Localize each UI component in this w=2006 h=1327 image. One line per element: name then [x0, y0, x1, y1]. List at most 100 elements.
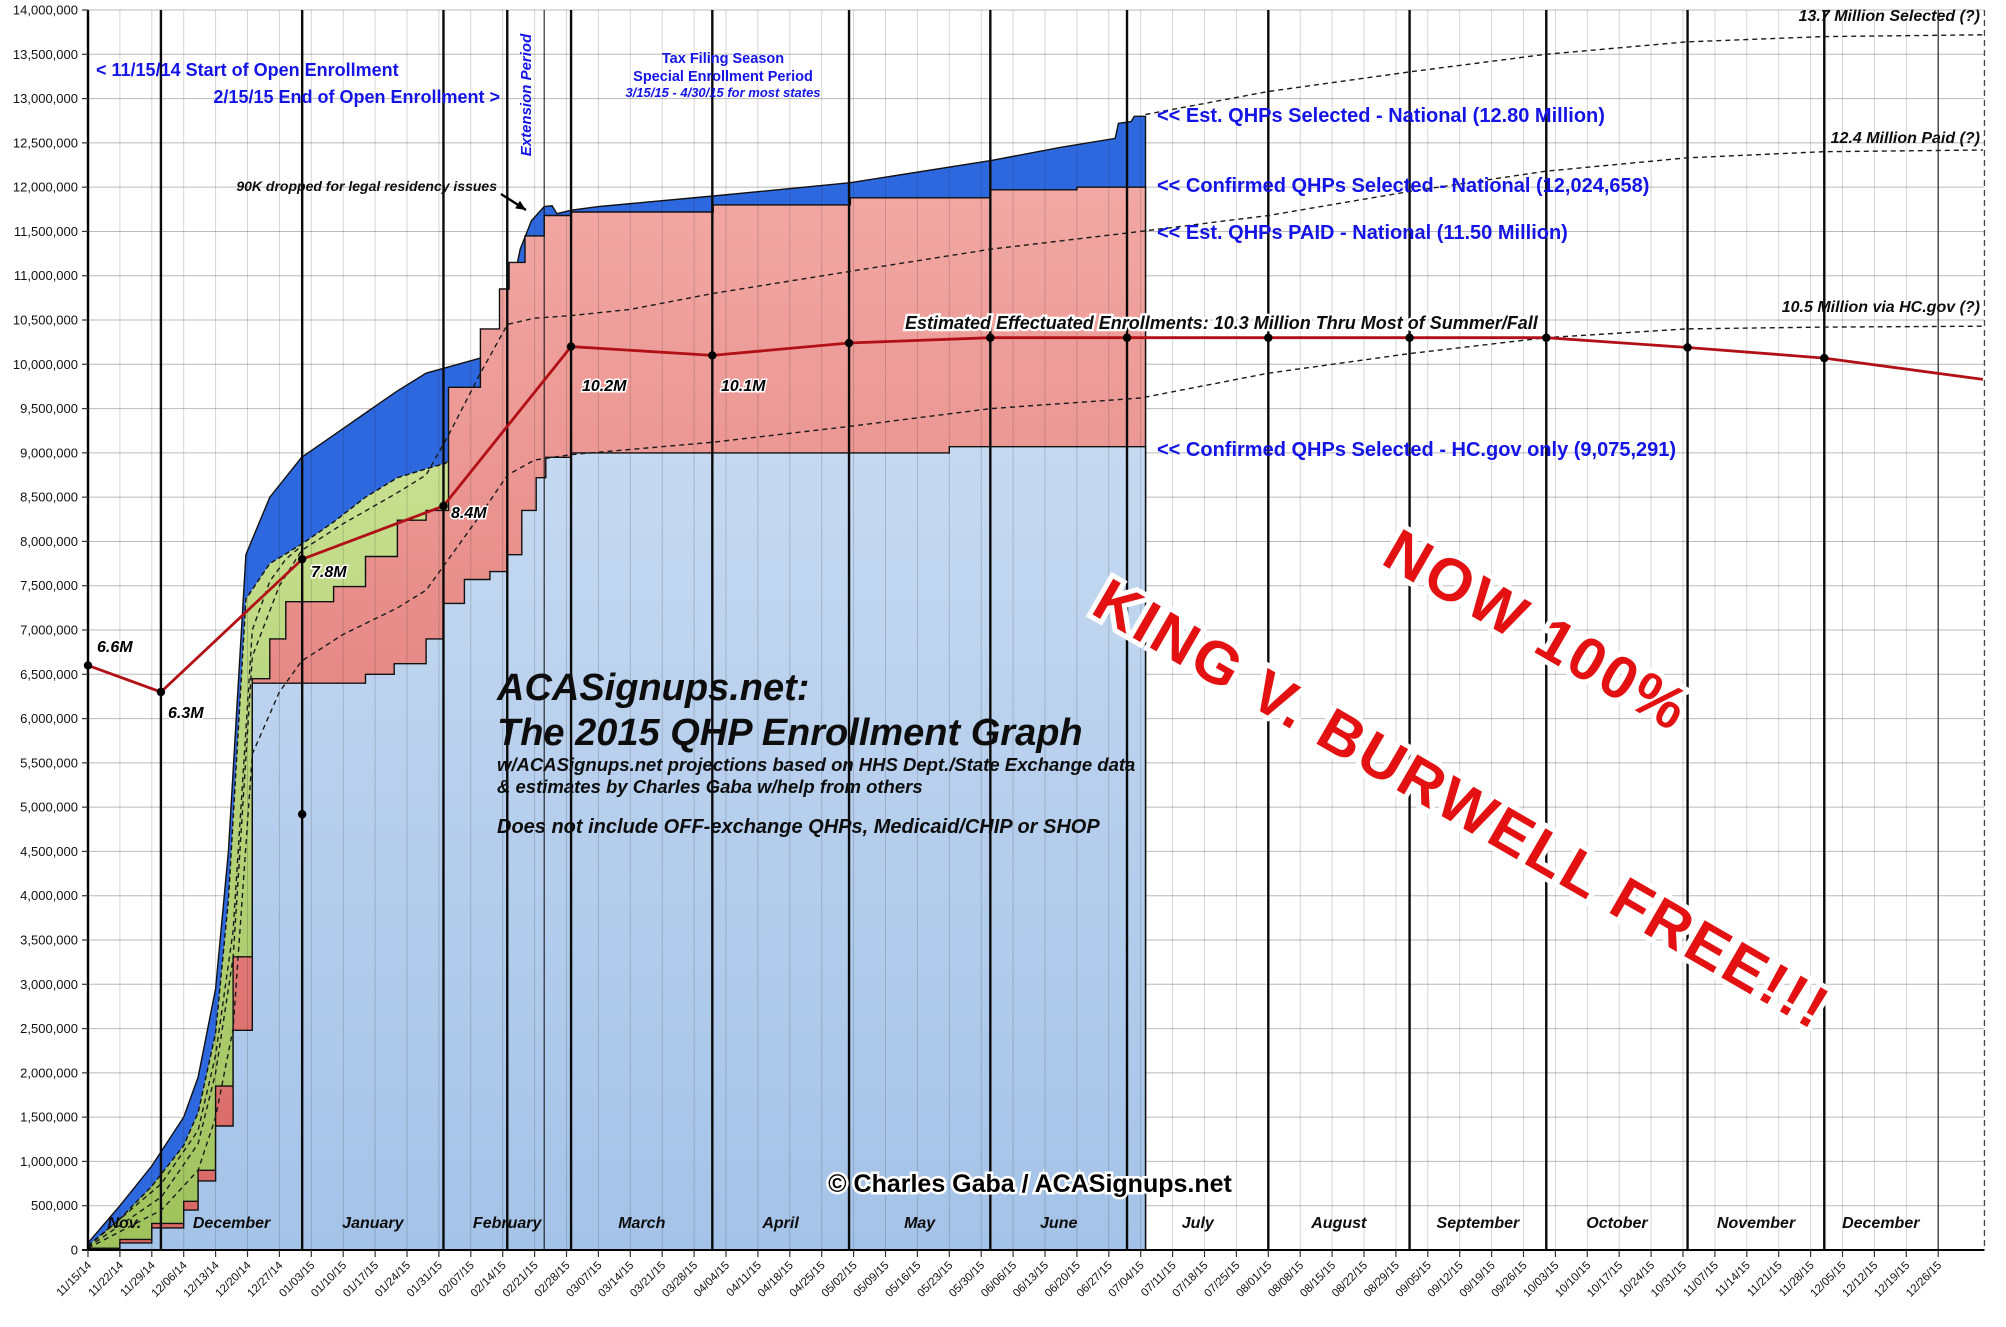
extension-period: Extension Period	[518, 33, 535, 156]
early_estimate	[87, 545, 303, 1248]
data-point-marker	[1122, 333, 1132, 342]
svg-text:8,000,000: 8,000,000	[20, 534, 78, 549]
svg-text:5,500,000: 5,500,000	[20, 755, 78, 770]
svg-text:8,500,000: 8,500,000	[20, 490, 78, 505]
svg-text:0: 0	[71, 1243, 78, 1258]
svg-text:4,000,000: 4,000,000	[20, 888, 78, 903]
svg-text:March: March	[618, 1215, 665, 1232]
svg-text:13,000,000: 13,000,000	[13, 91, 78, 106]
annotations: < 11/15/14 Start of Open Enrollment 2/15/…	[96, 8, 1980, 461]
title-block: ACASignups.net: The 2015 QHP Enrollment …	[496, 667, 1135, 838]
svg-text:December: December	[1842, 1215, 1920, 1232]
label-est-selected: << Est. QHPs Selected - National (12.80 …	[1157, 105, 1605, 127]
svg-text:December: December	[193, 1215, 271, 1232]
svg-text:July: July	[1182, 1215, 1215, 1232]
svg-text:500,000: 500,000	[31, 1198, 78, 1213]
svg-text:10.2M: 10.2M	[582, 378, 627, 395]
svg-text:9,500,000: 9,500,000	[20, 401, 78, 416]
chart-subtitle-line2: & estimates by Charles Gaba w/help from …	[497, 776, 923, 797]
series-confirmed-hcgov	[88, 446, 1147, 1251]
svg-text:4,500,000: 4,500,000	[20, 844, 78, 859]
svg-text:6.3M: 6.3M	[168, 705, 204, 722]
svg-text:6.6M: 6.6M	[97, 639, 133, 656]
tax-season-3: 3/15/15 - 4/30/15 for most states	[625, 85, 820, 100]
label-confirmed-hcgov: << Confirmed QHPs Selected - HC.gov only…	[1157, 439, 1676, 461]
dashed-projection-lines	[87, 34, 1983, 1249]
label-effectuated: Estimated Effectuated Enrollments: 10.3 …	[905, 313, 1539, 333]
label-confirmed-national: << Confirmed QHPs Selected - National (1…	[1157, 175, 1649, 197]
svg-text:11,000,000: 11,000,000	[14, 268, 78, 283]
data-point-marker	[439, 501, 448, 511]
svg-text:9,000,000: 9,000,000	[20, 445, 78, 460]
svg-text:1,000,000: 1,000,000	[20, 1154, 78, 1169]
tax-season-1: Tax Filing Season	[662, 51, 784, 67]
data-point-marker	[708, 351, 717, 360]
svg-text:June: June	[1040, 1215, 1077, 1232]
plot-frame	[82, 9, 1986, 1257]
svg-text:5,000,000: 5,000,000	[20, 800, 78, 815]
svg-text:10.1M: 10.1M	[721, 378, 766, 395]
data-point-marker	[156, 687, 166, 697]
svg-text:13,500,000: 13,500,000	[13, 47, 78, 62]
svg-text:August: August	[1310, 1215, 1367, 1232]
data-point-labels: 6.6M 6.3M 7.8M 8.4M 10.2M 10.1M	[96, 377, 768, 724]
data-point-marker	[1683, 343, 1692, 352]
data-point-marker	[1542, 333, 1551, 342]
effectuated-enrollment-line	[83, 333, 1984, 819]
svg-text:7,000,000: 7,000,000	[20, 623, 78, 638]
svg-text:May: May	[904, 1215, 936, 1232]
svg-text:11,500,000: 11,500,000	[14, 224, 78, 239]
end-open-enrollment: 2/15/15 End of Open Enrollment >	[213, 87, 500, 107]
svg-text:3,000,000: 3,000,000	[20, 977, 78, 992]
data-point-marker	[297, 554, 307, 564]
data-point-marker	[1405, 333, 1414, 342]
chart-title-line1: ACASignups.net:	[496, 667, 809, 709]
data-point-marker	[83, 661, 93, 670]
svg-text:6,500,000: 6,500,000	[20, 667, 78, 682]
label-est-paid: << Est. QHPs PAID - National (11.50 Mill…	[1157, 222, 1568, 244]
tax-season-2: Special Enrollment Period	[633, 69, 813, 85]
svg-text:Nov.: Nov.	[107, 1215, 141, 1232]
data-point-marker	[566, 342, 576, 351]
data-point-marker	[1264, 333, 1273, 342]
svg-text:April: April	[761, 1215, 799, 1232]
data-point-marker	[297, 810, 307, 819]
svg-text:6,000,000: 6,000,000	[20, 711, 78, 726]
y-axis-labels: 0 500,000 1,000,000 1,500,000 2,000,000 2,500…	[13, 3, 78, 1258]
label-paid-projection: 12.4 Million Paid (?)	[1831, 130, 1980, 147]
data-point-marker	[1820, 353, 1829, 363]
paid_projection	[87, 149, 1983, 1248]
chart-subtitle-line1: w/ACASignups.net projections based on HH…	[497, 754, 1135, 775]
data-point-marker	[986, 333, 995, 342]
label-selected-projection: 13.7 Million Selected (?)	[1799, 8, 1980, 25]
svg-text:January: January	[342, 1215, 404, 1232]
svg-text:2,000,000: 2,000,000	[20, 1065, 78, 1080]
weekly-gridlines	[119, 10, 1907, 1250]
svg-text:7.8M: 7.8M	[311, 564, 347, 581]
svg-text:10,000,000: 10,000,000	[13, 357, 78, 372]
svg-text:14,000,000: 14,000,000	[13, 3, 78, 18]
hcgov_projection	[87, 325, 1983, 1249]
residency-arrow	[500, 192, 527, 212]
data-point-marker	[844, 338, 854, 348]
svg-text:10,500,000: 10,500,000	[13, 313, 78, 328]
svg-text:12,000,000: 12,000,000	[13, 180, 78, 195]
residency-note: 90K dropped for legal residency issues	[236, 178, 497, 194]
svg-text:12,500,000: 12,500,000	[13, 135, 78, 150]
svg-text:November: November	[1717, 1215, 1796, 1232]
svg-text:7,500,000: 7,500,000	[20, 578, 78, 593]
chart-disclaimer: Does not include OFF-exchange QHPs, Medi…	[497, 816, 1100, 838]
copyright-text: © Charles Gaba / ACASignups.net	[828, 1170, 1232, 1198]
start-open-enrollment: < 11/15/14 Start of Open Enrollment	[96, 60, 399, 80]
svg-text:February: February	[473, 1215, 543, 1232]
svg-text:October: October	[1586, 1215, 1648, 1232]
month-boundary-lines	[159, 10, 1826, 1250]
chart-title-line2: The 2015 QHP Enrollment Graph	[497, 712, 1083, 754]
svg-text:8.4M: 8.4M	[451, 505, 487, 522]
svg-text:3,500,000: 3,500,000	[20, 933, 78, 948]
month-labels: Nov. December January February March April May…	[107, 1215, 1920, 1232]
svg-text:1,500,000: 1,500,000	[20, 1110, 78, 1125]
svg-text:September: September	[1437, 1215, 1520, 1232]
